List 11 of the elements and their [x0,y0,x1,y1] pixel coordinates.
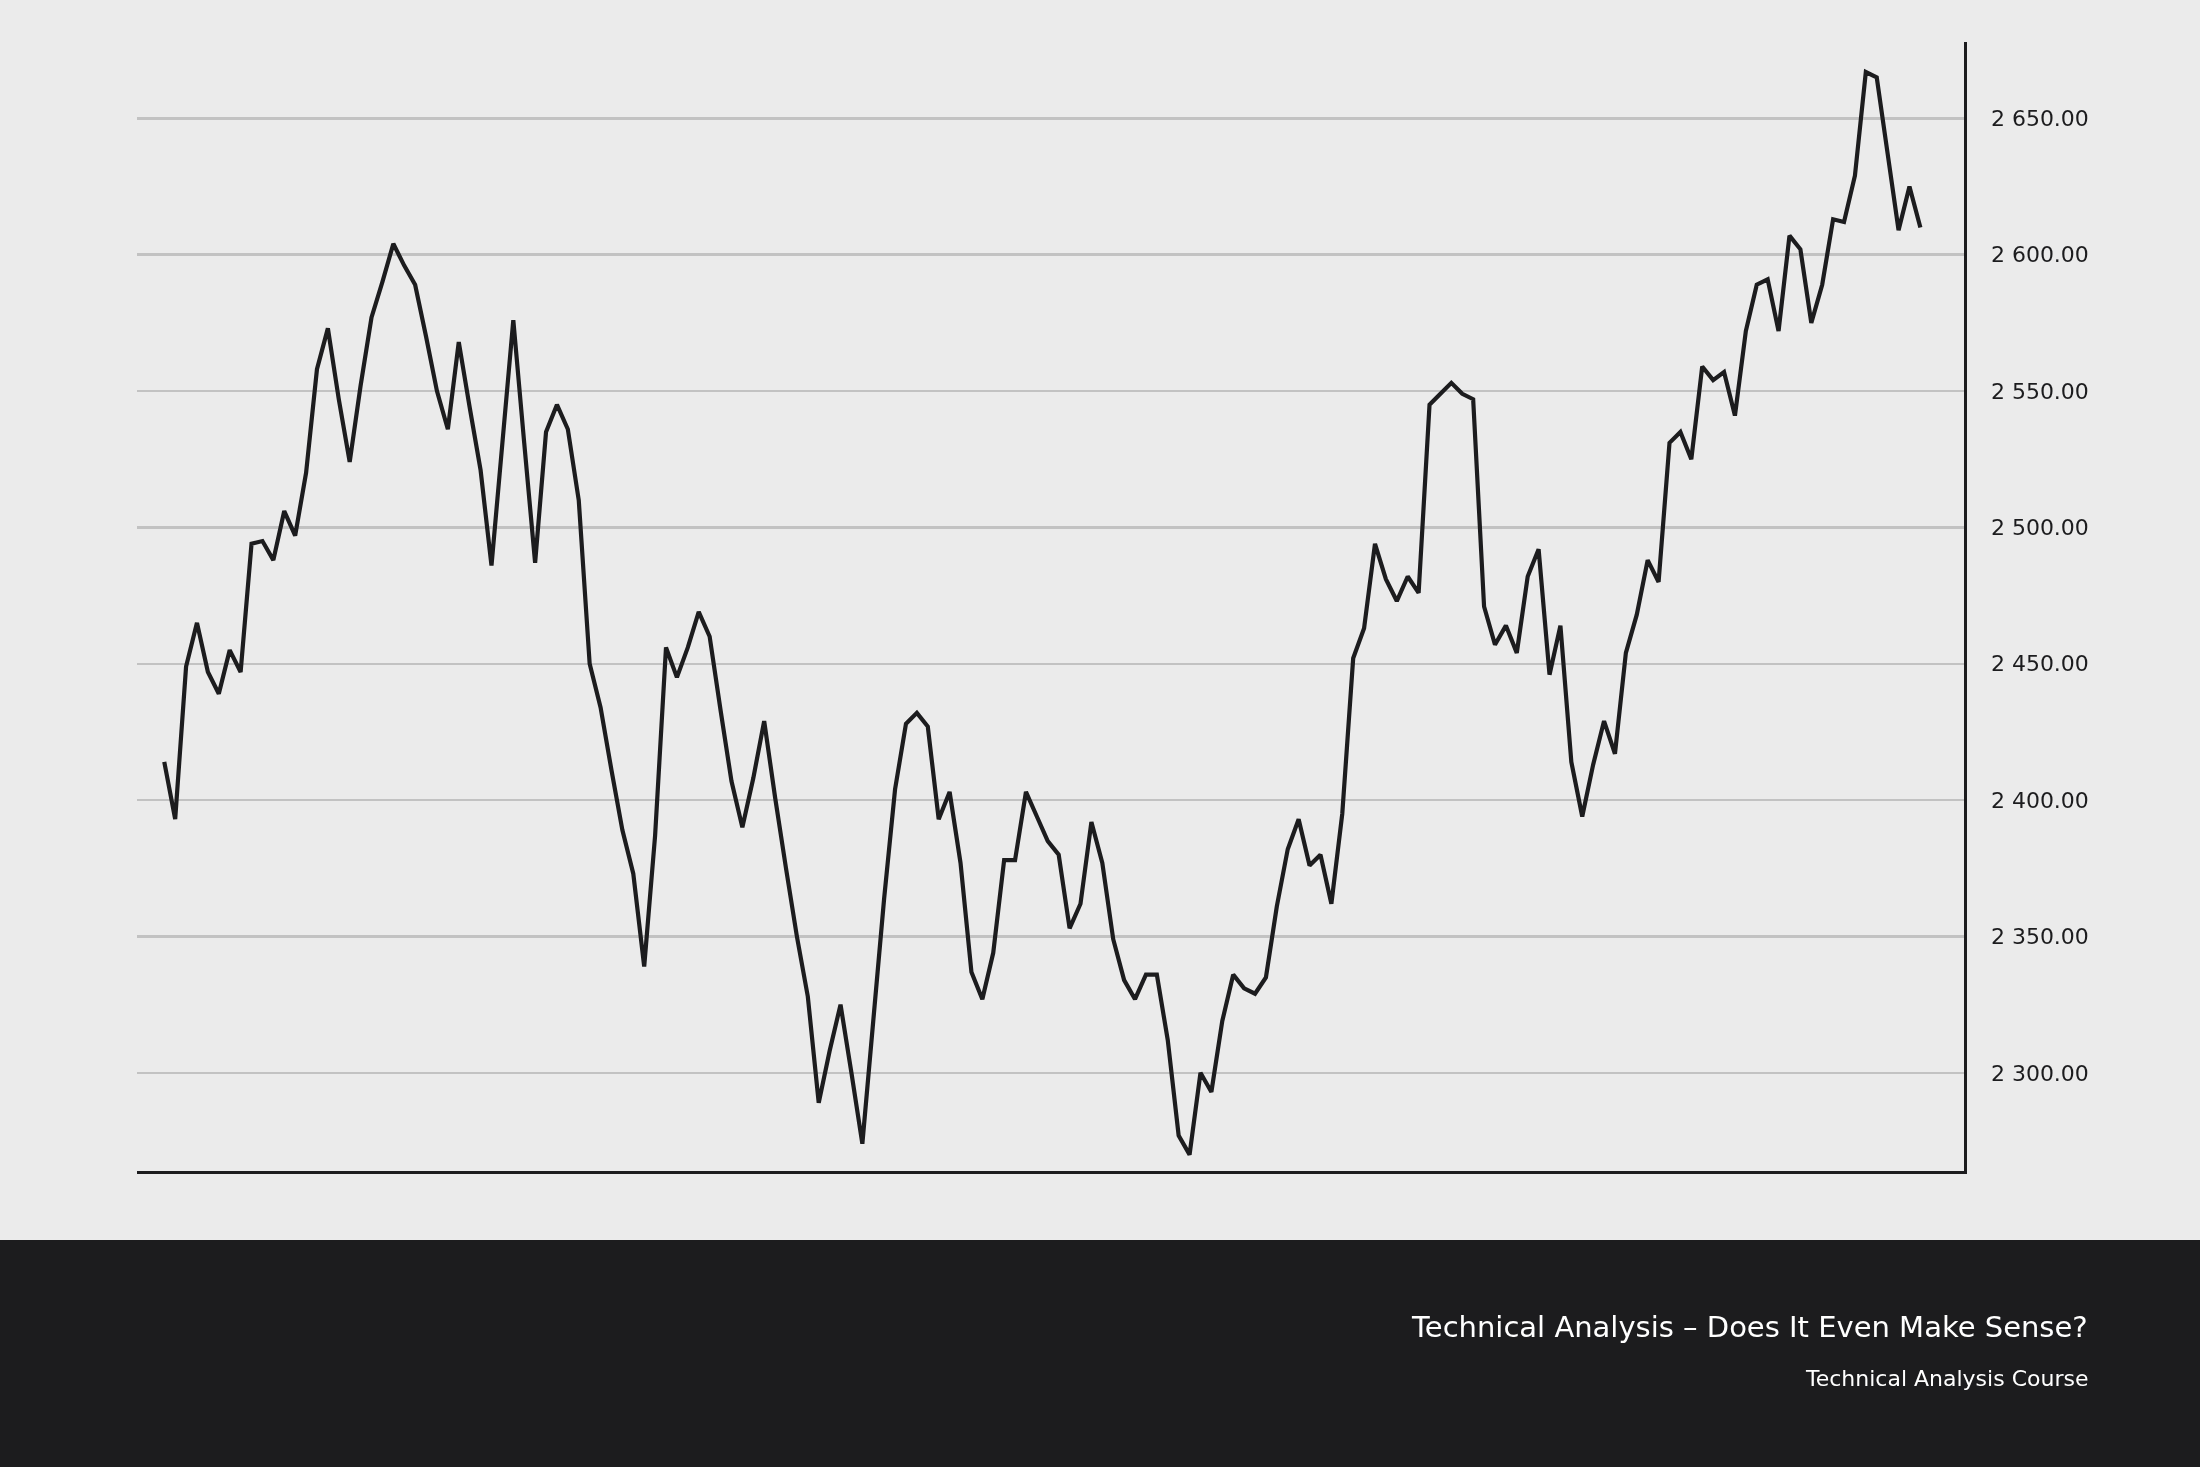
y-tick-label: 2 500.00 [1990,515,2089,541]
text: Technical Analysis Course [1805,1366,2089,1391]
y-tick-label: 2 300.00 [1990,1060,2089,1086]
y-tick-label: 2 450.00 [1990,651,2089,677]
text: Technical Analysis – Does It Even Make Sense? [1411,1310,2088,1344]
y-tick-label: 2 350.00 [1990,924,2089,950]
y-tick-label: 2 650.00 [1990,106,2089,132]
y-tick-label: 2 400.00 [1990,787,2089,813]
y-tick-label: 2 550.00 [1990,378,2089,404]
line-series [162,69,1923,1157]
y-tick-label: 2 600.00 [1990,242,2089,268]
